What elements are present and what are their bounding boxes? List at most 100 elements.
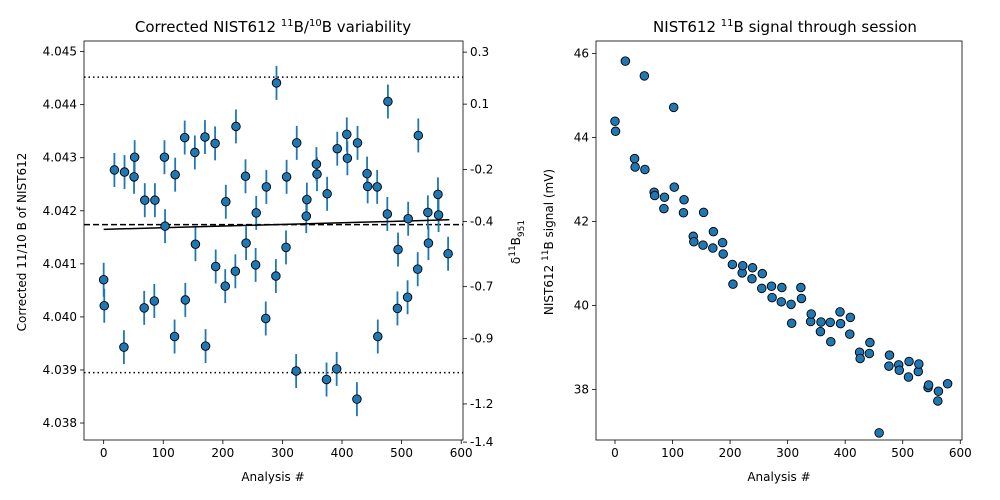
right-plot-area: 0 100 200 300 400 500 600 38 40 42 44 46 xyxy=(574,40,972,460)
right-data-point xyxy=(649,190,660,201)
left-right-y-axis-label: δ11B951 xyxy=(508,220,527,264)
right-data-point xyxy=(845,329,855,339)
right-data-point xyxy=(914,359,924,369)
right-data-point xyxy=(884,361,894,371)
right-data-point xyxy=(727,259,738,270)
left-data-point xyxy=(362,168,372,179)
left-data-point xyxy=(393,244,403,255)
left-data-point xyxy=(221,197,231,207)
right-data-point xyxy=(904,356,914,367)
left-data-point xyxy=(179,132,190,143)
right-data-point xyxy=(786,299,796,310)
left-data-point xyxy=(302,194,312,205)
right-data-point xyxy=(668,102,679,113)
left-data-point xyxy=(231,121,241,132)
right-chart-title: NIST612 11B signal through session xyxy=(653,18,917,36)
left-data-point xyxy=(251,208,261,218)
right-data-point xyxy=(708,226,719,237)
left-right-y-tick-label: -0.4 xyxy=(470,214,493,228)
left-data-point xyxy=(413,130,424,141)
left-right-y-tick-label: 0.1 xyxy=(470,97,489,111)
left-y-tick-label: 4.041 xyxy=(43,257,77,271)
right-axes-frame xyxy=(595,40,963,441)
right-data-point xyxy=(756,283,767,294)
left-x-tick-label: 400 xyxy=(331,446,354,460)
left-plot-area: 0 100 200 300 400 500 600 4.038 4.039 4.040 4.041 4… xyxy=(43,40,493,460)
left-data-point xyxy=(169,331,180,342)
right-y-axis-label: NIST612 11B signal (mV) xyxy=(541,169,556,315)
right-data-point xyxy=(630,162,640,172)
right-x-tick-label: 100 xyxy=(661,446,684,460)
left-y-tick-label: 4.042 xyxy=(43,204,77,218)
right-data-point xyxy=(884,350,895,360)
left-data-point xyxy=(230,266,241,277)
right-data-point xyxy=(776,297,787,307)
left-data-point xyxy=(322,189,332,199)
right-data-point xyxy=(816,317,826,327)
left-data-point xyxy=(99,301,110,311)
right-data-point xyxy=(815,326,826,337)
right-y-tick-label: 40 xyxy=(574,299,589,313)
left-data-point xyxy=(210,261,221,272)
left-data-point xyxy=(373,331,383,342)
left-data-point xyxy=(382,209,393,219)
left-data-point xyxy=(372,182,382,192)
left-y-tick-label: 4.040 xyxy=(43,310,77,324)
left-data-point xyxy=(98,275,109,285)
left-right-y-tick-label: -1.2 xyxy=(470,397,493,411)
right-x-tick-label: 600 xyxy=(949,446,972,460)
right-x-tick-label: 0 xyxy=(611,446,619,460)
right-data-point xyxy=(640,164,650,175)
left-data-point xyxy=(150,195,160,205)
left-data-point xyxy=(281,172,292,182)
right-data-point xyxy=(777,282,787,293)
left-data-point xyxy=(240,171,251,182)
right-data-point xyxy=(717,237,728,248)
right-x-axis-label: Analysis # xyxy=(747,470,810,484)
left-data-point xyxy=(423,207,433,218)
right-data-point xyxy=(825,317,835,328)
left-data-point xyxy=(200,341,211,351)
right-data-point xyxy=(610,116,620,126)
left-data-point xyxy=(261,182,272,192)
left-right-y-tick-label: -0.9 xyxy=(470,332,493,346)
left-y-tick-label: 4.038 xyxy=(43,416,77,430)
right-data-point xyxy=(747,263,758,273)
left-data-point xyxy=(160,221,170,231)
right-data-point xyxy=(835,307,845,317)
left-data-point xyxy=(291,366,301,376)
right-data-point xyxy=(620,56,631,66)
left-data-point xyxy=(433,189,443,200)
left-data-point xyxy=(321,374,332,385)
left-data-point xyxy=(119,342,129,352)
left-y-tick-label: 4.044 xyxy=(43,98,77,112)
right-data-point xyxy=(826,336,836,347)
left-x-tick-label: 600 xyxy=(450,446,473,460)
right-data-point xyxy=(767,292,777,303)
right-data-point xyxy=(874,428,884,438)
right-data-point xyxy=(629,153,640,164)
right-data-point xyxy=(678,208,689,218)
right-chart: NIST612 11B signal through session 0 100 2… xyxy=(541,18,972,484)
left-data-point xyxy=(412,264,423,274)
right-data-point xyxy=(610,126,621,137)
right-y-tick-label: 42 xyxy=(574,215,589,229)
left-data-point xyxy=(352,138,363,148)
left-data-point xyxy=(140,195,150,205)
right-x-tick-label: 200 xyxy=(719,446,742,460)
left-data-point xyxy=(190,239,201,249)
left-data-point xyxy=(281,242,291,253)
left-data-point xyxy=(342,129,352,140)
left-data-point xyxy=(311,159,322,169)
left-data-point xyxy=(312,169,322,179)
right-data-point xyxy=(835,318,846,329)
right-x-tick-label: 300 xyxy=(776,446,799,460)
right-data-point xyxy=(806,309,816,319)
right-data-point xyxy=(796,282,806,293)
left-data-point xyxy=(332,143,343,154)
left-data-point xyxy=(271,78,282,88)
left-data-point xyxy=(129,172,139,182)
left-data-point xyxy=(331,364,342,374)
left-data-point xyxy=(403,213,413,224)
right-data-point xyxy=(865,337,875,348)
